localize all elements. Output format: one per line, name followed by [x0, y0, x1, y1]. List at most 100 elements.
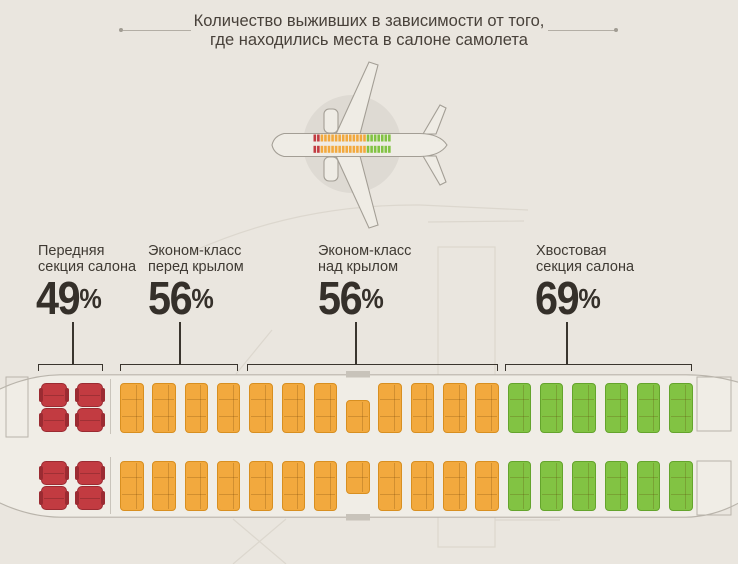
seat-column-tail: [604, 461, 628, 511]
mini-seat-bar: [363, 134, 366, 142]
seat-column-tail: [507, 383, 532, 433]
label-front-line1: Передняя: [38, 243, 105, 259]
mini-seat-bar: [317, 145, 320, 153]
mini-seat-bar: [373, 145, 377, 153]
label-tail-line1: Хвостовая: [536, 243, 607, 259]
percent-front-value: 49: [36, 272, 81, 324]
percent-economy-wing-sign: %: [361, 283, 384, 314]
mini-seat-bar: [352, 145, 356, 153]
seat-armrest: [75, 388, 79, 402]
seat-column-economy-over-wing: [443, 383, 467, 433]
mini-seat-bar: [317, 134, 320, 142]
seat-column-economy-over-wing: [281, 461, 305, 511]
plane-stabilizer-bottom: [422, 155, 447, 186]
bracket-tail: [505, 364, 692, 371]
label-tail-line2: секция салона: [536, 259, 635, 275]
mini-seat-bar: [388, 145, 391, 153]
seat-armrest: [39, 466, 43, 480]
seat-armrest: [65, 413, 69, 427]
mini-seat-bar: [377, 134, 380, 142]
label-front-section: Передняя секция салона: [38, 243, 136, 275]
mini-seat-bar: [370, 134, 373, 142]
mini-seat-bar: [327, 145, 331, 153]
mini-seat-bar: [366, 145, 370, 153]
mini-seat-bar: [388, 134, 391, 142]
seat-column-tail: [507, 461, 532, 511]
seat-column-economy-front-wing: [152, 461, 176, 511]
seat-armrest: [101, 466, 105, 480]
bracket-economy-over-wing: [247, 364, 498, 371]
seat-column-economy-front-wing: [184, 461, 209, 511]
mini-seat-bar: [384, 145, 388, 153]
percent-economy-front-sign: %: [191, 283, 214, 314]
front-galley-outline: [5, 376, 29, 438]
seat-front-section: [75, 383, 105, 407]
mini-seat-bar: [338, 134, 341, 142]
mini-seat-bar: [320, 145, 324, 153]
stem-front: [72, 322, 74, 364]
mini-seatmap: [313, 134, 391, 153]
label-economy-wing-line2: над крылом: [318, 259, 399, 275]
seat-armrest: [39, 388, 43, 402]
seat-front-section: [75, 408, 105, 432]
seat-column-economy-front-wing: [152, 383, 176, 433]
mini-seat-bar: [345, 145, 349, 153]
percent-economy-wing-value: 56: [318, 272, 363, 324]
percent-economy-over-wing: 56%: [318, 275, 384, 321]
rear-galley-top-outline: [696, 376, 732, 432]
percent-economy-front: 56%: [148, 275, 214, 321]
seat-armrest: [75, 466, 79, 480]
exit-door-marks: [346, 371, 370, 521]
seat-column-tail: [669, 383, 693, 433]
stem-tail: [566, 322, 568, 364]
seat-front-section: [75, 486, 105, 510]
seat-armrest: [65, 466, 69, 480]
seat-armrest: [65, 491, 69, 505]
mini-seat-bar: [313, 145, 317, 153]
mini-seat-bar: [334, 145, 338, 153]
title-decor-line-right: [548, 30, 616, 31]
percent-tail-value: 69: [535, 272, 580, 324]
rear-galley-bottom-outline: [696, 460, 732, 516]
seat-column-economy-over-wing: [346, 399, 370, 433]
label-tail-section: Хвостовая секция салона: [536, 243, 634, 275]
bracket-economy-front: [120, 364, 238, 371]
label-economy-front-line1: Эконом-класс: [148, 243, 242, 259]
mini-seat-bar: [366, 134, 370, 142]
seat-column-economy-over-wing: [281, 383, 305, 433]
seat-column-economy-front-wing: [184, 383, 209, 433]
label-economy-front: Эконом-класс перед крылом: [148, 243, 244, 275]
title-decor-dot-right: [614, 28, 618, 32]
seat-column-tail: [636, 461, 661, 511]
seat-armrest: [101, 413, 105, 427]
plane-stabilizer-top: [422, 104, 447, 135]
mini-seat-bar: [334, 134, 338, 142]
seat-column-economy-front-wing: [216, 461, 241, 511]
seat-column-tail: [604, 383, 628, 433]
mini-seat-bar: [380, 145, 384, 153]
seat-column-economy-front-wing: [120, 383, 144, 433]
page-title-line1: Количество выживших в зависимости от тог…: [193, 12, 545, 30]
mini-seat-bar: [341, 134, 345, 142]
mini-seat-bar: [384, 134, 388, 142]
mini-seat-bar: [363, 145, 366, 153]
mini-seat-bar: [345, 134, 349, 142]
seat-front-section: [39, 486, 69, 510]
seat-column-economy-over-wing: [475, 461, 499, 511]
seat-column-economy-over-wing: [313, 461, 338, 511]
mini-seat-bar: [373, 134, 377, 142]
seat-armrest: [101, 388, 105, 402]
seat-armrest: [75, 413, 79, 427]
mini-seat-bar: [356, 145, 359, 153]
seat-column-economy-over-wing: [249, 461, 273, 511]
seat-front-section: [39, 408, 69, 432]
stem-economy-front: [179, 322, 181, 364]
mini-seat-bar: [359, 134, 363, 142]
seat-column-economy-front-wing: [216, 383, 241, 433]
stem-economy-over-wing: [355, 322, 357, 364]
mini-seat-bar: [359, 145, 363, 153]
seat-column-tail: [539, 461, 564, 511]
percent-front-section: 49%: [36, 275, 102, 321]
